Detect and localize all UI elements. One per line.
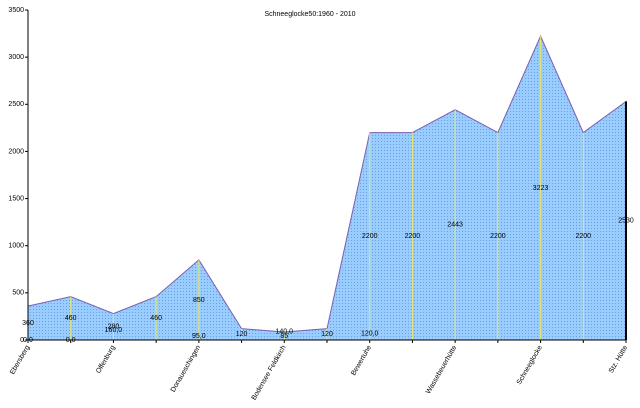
data-label: 85 — [280, 333, 288, 340]
data-label: 2443 — [447, 222, 463, 229]
data-label: 2200 — [405, 233, 421, 240]
y-tick-label: 1500 — [8, 195, 24, 202]
data-label: 160,0 — [105, 327, 123, 334]
data-label: 95,0 — [192, 333, 206, 340]
data-label: 460 — [65, 315, 77, 322]
x-tick-label: Ebersberg — [9, 344, 31, 376]
y-tick-label: 0 — [20, 337, 24, 344]
x-tick-label: Bodensee Feldkirch — [251, 344, 288, 401]
data-label: 280 — [108, 324, 120, 331]
data-label: 850 — [193, 297, 205, 304]
chart-title: Schneeglocke50:1960 - 2010 — [264, 11, 355, 18]
data-label: 460 — [150, 315, 162, 322]
y-tick-label: 2000 — [8, 148, 24, 155]
data-label: 2200 — [575, 233, 591, 240]
data-label: 120,0 — [361, 331, 379, 338]
data-label: 120 — [321, 331, 333, 338]
x-tick-label: Wassebeuerhütte — [425, 344, 458, 395]
x-tick-label: Donaueschingen — [170, 344, 202, 393]
data-label: 3223 — [533, 185, 549, 192]
data-label: 140,0 — [276, 329, 294, 336]
x-tick-label: Stz. Hütte — [608, 344, 629, 374]
data-label: 120 — [236, 331, 248, 338]
x-tick-label: Offenburg — [95, 344, 117, 374]
y-tick-label: 3000 — [8, 54, 24, 61]
data-label: 2200 — [490, 233, 506, 240]
y-tick-label: 2500 — [8, 101, 24, 108]
y-tick-label: 500 — [12, 290, 24, 297]
y-tick-label: 3500 — [8, 7, 24, 14]
area — [27, 34, 627, 341]
x-tick-label: Schneeglocke — [516, 344, 544, 386]
y-tick-label: 1000 — [8, 243, 24, 250]
data-label: 2200 — [362, 233, 378, 240]
x-tick-label: Bewertuhe — [350, 344, 373, 377]
